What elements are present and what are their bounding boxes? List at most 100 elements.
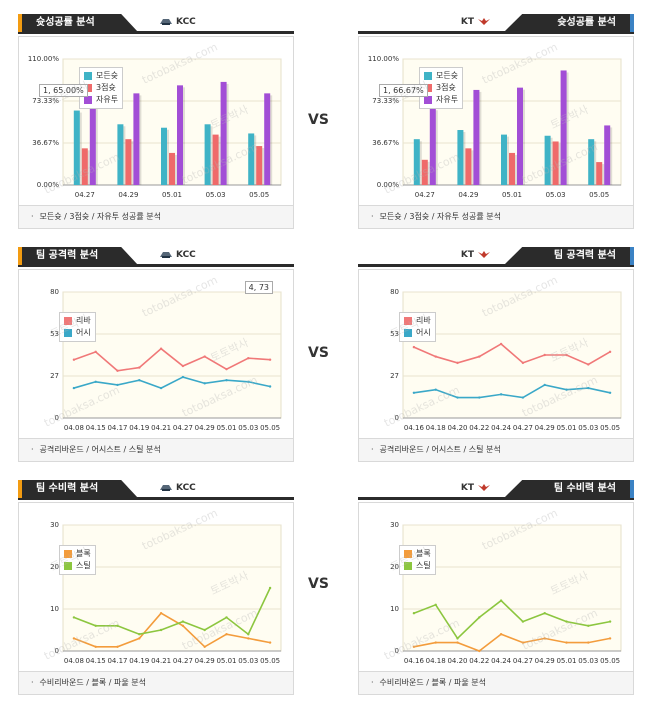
bar-자유투[interactable] [604, 125, 611, 185]
data-point[interactable] [225, 633, 228, 636]
bar-자유투[interactable] [264, 93, 271, 185]
data-point[interactable] [72, 616, 76, 619]
data-point[interactable] [587, 641, 590, 644]
legend-item[interactable]: 블록 [64, 548, 91, 560]
line-리바[interactable] [413, 342, 611, 366]
legend-item[interactable]: 모든슛 [84, 70, 118, 82]
bar-자유투[interactable] [220, 81, 227, 185]
data-point[interactable] [565, 620, 568, 623]
line-리바[interactable] [73, 347, 271, 372]
data-point[interactable] [94, 350, 97, 354]
data-point[interactable] [247, 633, 250, 636]
bar-모든슛[interactable] [204, 124, 211, 185]
bar-자유투[interactable] [473, 89, 480, 185]
bar-자유투[interactable] [560, 70, 567, 185]
data-point[interactable] [499, 393, 503, 396]
bar-자유투[interactable] [89, 84, 96, 185]
bar-3점슛[interactable] [125, 139, 132, 185]
data-point[interactable] [478, 396, 481, 399]
data-point[interactable] [434, 603, 437, 606]
data-point[interactable] [116, 624, 119, 627]
legend-item[interactable]: 자유투 [84, 94, 118, 106]
data-point[interactable] [543, 612, 546, 615]
data-point[interactable] [247, 637, 250, 640]
data-point[interactable] [203, 628, 206, 632]
data-point[interactable] [499, 342, 503, 346]
line-블록[interactable] [73, 612, 271, 648]
data-point[interactable] [72, 358, 76, 361]
data-point[interactable] [94, 645, 97, 648]
data-point[interactable] [138, 637, 141, 640]
bar-모든슛[interactable] [501, 134, 507, 185]
data-point[interactable] [587, 363, 590, 366]
legend-item[interactable]: 3점슛 [84, 82, 118, 94]
bar-모든슛[interactable] [161, 127, 167, 185]
data-point[interactable] [499, 633, 503, 636]
legend-item[interactable]: 어시 [404, 327, 431, 339]
bar-모든슛[interactable] [544, 135, 551, 185]
line-어시[interactable] [73, 376, 271, 389]
data-point[interactable] [116, 383, 119, 387]
data-point[interactable] [608, 391, 612, 394]
data-point[interactable] [543, 353, 546, 357]
data-point[interactable] [412, 345, 416, 349]
data-point[interactable] [181, 620, 185, 623]
bar-모든슛[interactable] [248, 133, 255, 185]
line-스틸[interactable] [73, 587, 271, 636]
data-point[interactable] [116, 369, 119, 372]
data-point[interactable] [94, 380, 97, 383]
data-point[interactable] [543, 383, 546, 387]
data-point[interactable] [159, 347, 163, 350]
bar-모든슛[interactable] [73, 110, 80, 185]
line-스틸[interactable] [413, 599, 611, 640]
data-point[interactable] [565, 353, 568, 357]
data-point[interactable] [247, 356, 250, 360]
bar-모든슛[interactable] [457, 130, 464, 185]
data-point[interactable] [268, 641, 272, 644]
bar-자유투[interactable] [177, 85, 183, 185]
data-point[interactable] [608, 350, 612, 354]
data-point[interactable] [521, 641, 525, 644]
data-point[interactable] [608, 620, 612, 623]
data-point[interactable] [225, 379, 228, 382]
legend-item[interactable]: 3점슛 [424, 82, 458, 94]
data-point[interactable] [72, 386, 76, 390]
bar-자유투[interactable] [133, 93, 140, 185]
data-point[interactable] [72, 637, 76, 640]
data-point[interactable] [412, 612, 416, 615]
legend-item[interactable]: 어시 [64, 327, 91, 339]
data-point[interactable] [181, 624, 185, 627]
legend-item[interactable]: 리바 [404, 315, 431, 327]
data-point[interactable] [521, 396, 525, 399]
data-point[interactable] [456, 361, 459, 365]
data-point[interactable] [521, 361, 525, 365]
bar-3점슛[interactable] [81, 148, 88, 185]
data-point[interactable] [138, 366, 141, 369]
bar-모든슛[interactable] [588, 139, 595, 185]
data-point[interactable] [412, 391, 416, 394]
data-point[interactable] [478, 649, 481, 653]
data-point[interactable] [268, 586, 272, 590]
data-point[interactable] [225, 616, 228, 619]
data-point[interactable] [159, 628, 163, 632]
bar-자유투[interactable] [517, 87, 523, 185]
data-point[interactable] [138, 379, 141, 382]
data-point[interactable] [203, 355, 206, 358]
data-point[interactable] [521, 620, 525, 623]
data-point[interactable] [159, 386, 163, 390]
bar-모든슛[interactable] [117, 124, 124, 185]
line-블록[interactable] [413, 633, 611, 652]
bar-3점슛[interactable] [212, 134, 219, 185]
bar-자유투[interactable] [429, 108, 436, 185]
data-point[interactable] [412, 645, 416, 648]
data-point[interactable] [138, 633, 141, 636]
data-point[interactable] [203, 645, 206, 648]
bar-3점슛[interactable] [421, 159, 428, 185]
bar-3점슛[interactable] [169, 152, 175, 185]
legend-item[interactable]: 자유투 [424, 94, 458, 106]
data-point[interactable] [181, 364, 185, 368]
data-point[interactable] [478, 616, 481, 619]
data-point[interactable] [565, 641, 568, 644]
data-point[interactable] [225, 367, 228, 371]
data-point[interactable] [456, 637, 459, 640]
